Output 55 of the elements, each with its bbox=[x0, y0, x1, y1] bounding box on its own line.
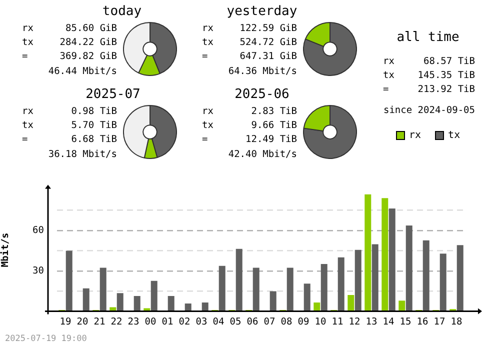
text: 2025-07-19 19:00 bbox=[5, 334, 87, 344]
text: rx 68.57 TiB bbox=[383, 56, 475, 67]
text: 64.36 Mbit/s bbox=[228, 64, 297, 78]
x-tick-label: 01 bbox=[162, 316, 174, 328]
x-tick-label: 22 bbox=[110, 316, 122, 328]
text: = 6.68 TiB bbox=[22, 134, 117, 145]
text: rx 85.60 GiB bbox=[22, 23, 117, 34]
text: 36.18 Mbit/s bbox=[48, 148, 117, 161]
text: = 369.82 GiB bbox=[22, 51, 117, 62]
text: = 213.92 TiB bbox=[383, 84, 475, 95]
chart-title: 2025-07 bbox=[84, 87, 142, 102]
x-tick-label: 10 bbox=[314, 316, 326, 328]
x-tick-label: 19 bbox=[60, 316, 72, 328]
legend-label: tx bbox=[448, 130, 460, 141]
x-tick-label: 08 bbox=[280, 316, 292, 328]
x-tick-label: 02 bbox=[178, 316, 190, 328]
x-tick-label: 03 bbox=[196, 316, 208, 328]
x-tick-label: 14 bbox=[382, 316, 394, 328]
x-tick-label: 11 bbox=[332, 316, 344, 328]
x-tick-label: 16 bbox=[416, 316, 428, 328]
text: = 12.49 TiB bbox=[202, 134, 297, 145]
x-tick-label: 00 bbox=[144, 316, 156, 328]
x-tick-label: 12 bbox=[348, 316, 360, 328]
text: tx 9.66 TiB bbox=[202, 120, 297, 130]
x-tick-label: 09 bbox=[298, 316, 310, 328]
x-tick-label: 15 bbox=[400, 316, 412, 328]
text: 42.40 Mbit/s bbox=[228, 148, 297, 161]
x-tick-label: 07 bbox=[264, 316, 276, 328]
text: rx 122.59 GiB bbox=[202, 23, 297, 34]
x-tick-label: 17 bbox=[434, 316, 446, 328]
x-tick-label: 06 bbox=[246, 316, 258, 328]
x-tick-label: 04 bbox=[212, 316, 224, 328]
x-tick-label: 23 bbox=[128, 316, 140, 328]
y-tick-label: 30 bbox=[32, 265, 44, 276]
chart-title: yesterday bbox=[226, 4, 298, 19]
x-tick-label: 13 bbox=[366, 316, 378, 328]
x-tick-label: 21 bbox=[94, 316, 106, 328]
chart-title: today bbox=[101, 4, 143, 19]
x-tick-label: 20 bbox=[76, 316, 88, 328]
text: rx 0.98 TiB bbox=[22, 106, 117, 117]
x-tick-label: 18 bbox=[450, 316, 462, 328]
text: since 2024-09-05 bbox=[383, 104, 475, 117]
text: tx 524.72 GiB bbox=[202, 36, 297, 48]
chart-title: 2025-06 bbox=[234, 87, 290, 102]
y-tick-label: 60 bbox=[32, 224, 44, 236]
text: 46.44 Mbit/s bbox=[48, 64, 117, 78]
text: = 647.31 GiB bbox=[202, 51, 297, 62]
text: tx 145.35 TiB bbox=[383, 70, 475, 80]
text: tx 284.22 GiB bbox=[22, 36, 117, 48]
legend-label: rx bbox=[409, 130, 422, 141]
x-tick-label: 05 bbox=[230, 316, 242, 328]
text: rx 2.83 TiB bbox=[202, 106, 297, 117]
text: tx 5.70 TiB bbox=[22, 120, 117, 130]
text: all time bbox=[396, 30, 460, 45]
y-axis-title: Mbit/s bbox=[0, 232, 12, 268]
